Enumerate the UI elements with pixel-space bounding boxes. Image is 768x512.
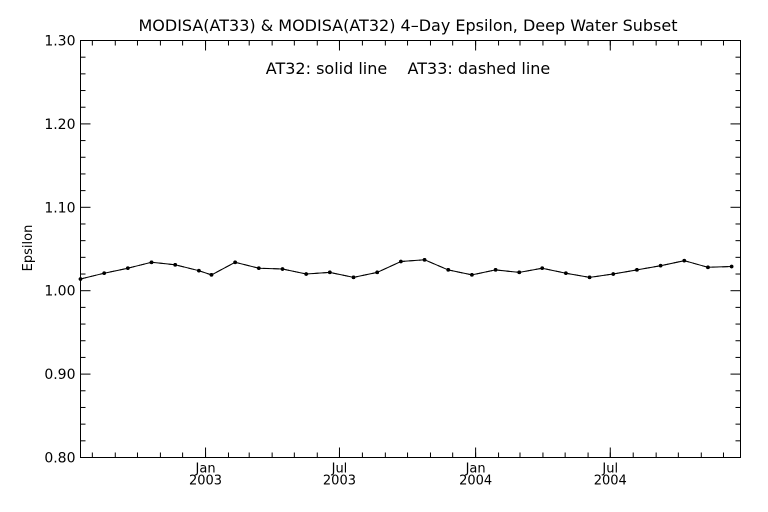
x-tick-label-year: 2003 bbox=[323, 474, 356, 489]
y-tick-label: 0.80 bbox=[44, 451, 75, 467]
data-point-at33 bbox=[351, 275, 356, 280]
data-point-at33 bbox=[197, 268, 201, 273]
data-point-at33 bbox=[517, 270, 522, 275]
y-axis-label: Epsilon bbox=[21, 225, 36, 272]
data-point-at33 bbox=[102, 271, 106, 275]
data-point-at33 bbox=[173, 263, 178, 267]
data-point-at33 bbox=[611, 272, 616, 276]
data-point-at33 bbox=[658, 263, 663, 268]
plot-frame bbox=[80, 40, 741, 458]
data-point-at33 bbox=[233, 260, 237, 265]
series-line-at32 bbox=[80, 259, 732, 280]
series-lines bbox=[80, 259, 732, 280]
y-tick-label: 1.30 bbox=[44, 34, 75, 50]
data-point-at33 bbox=[78, 277, 83, 281]
data-point-at33 bbox=[209, 273, 214, 277]
x-tick-label-year: 2004 bbox=[459, 474, 492, 489]
x-tick-label-month: Jul bbox=[331, 462, 348, 477]
y-tick-label: 1.00 bbox=[44, 284, 75, 300]
data-point-at33 bbox=[399, 259, 403, 264]
data-point-at33 bbox=[280, 267, 285, 271]
data-point-at33 bbox=[682, 258, 687, 263]
data-point-at33 bbox=[540, 266, 545, 270]
data-point-at33 bbox=[328, 270, 332, 275]
series-line-at33 bbox=[80, 259, 732, 280]
data-point-at33 bbox=[126, 266, 130, 270]
data-point-at33 bbox=[375, 270, 380, 275]
series-annotation: AT32: solid line AT33: dashed line bbox=[266, 59, 551, 78]
data-point-at33 bbox=[446, 268, 451, 272]
data-point-at33 bbox=[149, 260, 154, 265]
data-point-at33 bbox=[493, 268, 498, 272]
data-point-at33 bbox=[729, 264, 734, 269]
data-point-at33 bbox=[635, 268, 639, 272]
x-tick-label-month: Jan bbox=[195, 462, 216, 477]
y-tick-label: 0.90 bbox=[44, 367, 75, 383]
y-tick-label: 1.20 bbox=[44, 117, 75, 133]
x-tick-label-month: Jan bbox=[465, 462, 486, 477]
chart-title: MODISA(AT33) & MODISA(AT32) 4–Day Epsilo… bbox=[138, 16, 677, 35]
x-tick-label-year: 2003 bbox=[189, 474, 222, 489]
series-markers bbox=[78, 258, 734, 281]
y-tick-label: 1.10 bbox=[44, 200, 75, 216]
data-point-at33 bbox=[257, 266, 261, 270]
axis-ticks: 0.800.901.001.101.201.30Jan2003Jul2003Ja… bbox=[44, 34, 741, 489]
x-tick-label-year: 2004 bbox=[594, 474, 627, 489]
data-point-at33 bbox=[470, 273, 474, 277]
data-point-at33 bbox=[587, 275, 592, 280]
data-point-at33 bbox=[706, 265, 710, 270]
data-point-at33 bbox=[422, 258, 427, 262]
data-point-at33 bbox=[564, 271, 568, 275]
x-tick-label-month: Jul bbox=[601, 462, 618, 477]
data-point-at33 bbox=[304, 272, 308, 276]
